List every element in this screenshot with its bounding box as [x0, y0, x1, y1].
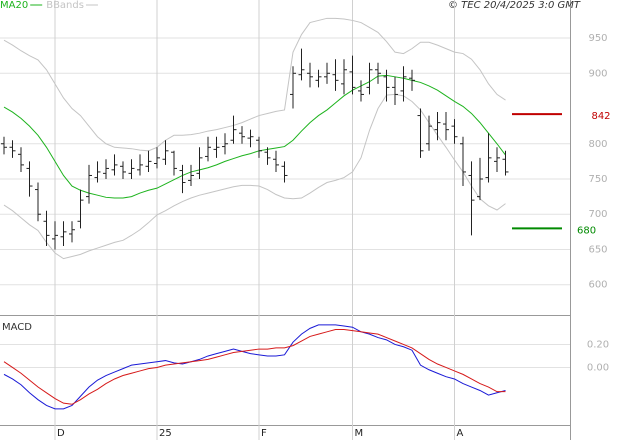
- y-tick-label: 950: [588, 33, 607, 44]
- level-label: 842: [591, 111, 610, 122]
- panel-title: MACD: [2, 322, 32, 333]
- y-tick-label: 650: [588, 244, 607, 255]
- x-tick-label: F: [261, 428, 267, 439]
- y-tick-label: 750: [588, 174, 607, 185]
- bband-line: [3, 17, 506, 152]
- y-tick-label: 800: [588, 139, 607, 150]
- macd-line: [3, 329, 506, 405]
- x-tick-label: A: [457, 428, 464, 439]
- y-tick-label: 900: [588, 68, 607, 79]
- legend-label: BBands: [46, 0, 84, 11]
- macd-line: [3, 324, 506, 410]
- credit: © TEC 20/4/2025 3:0 GMT: [448, 0, 581, 11]
- y-tick-label: 700: [588, 209, 607, 220]
- y-tick-label: 0.20: [587, 339, 609, 350]
- x-tick-label: M: [355, 428, 364, 439]
- y-tick-label: 600: [588, 280, 607, 291]
- ma-line: [3, 74, 506, 199]
- y-tick-label: 0.00: [587, 362, 609, 373]
- level-label: 680: [577, 225, 596, 236]
- x-tick-label: D: [57, 428, 65, 439]
- legend-label: MA20: [0, 0, 28, 11]
- bband-line: [3, 93, 506, 260]
- x-tick-label: 25: [159, 428, 172, 439]
